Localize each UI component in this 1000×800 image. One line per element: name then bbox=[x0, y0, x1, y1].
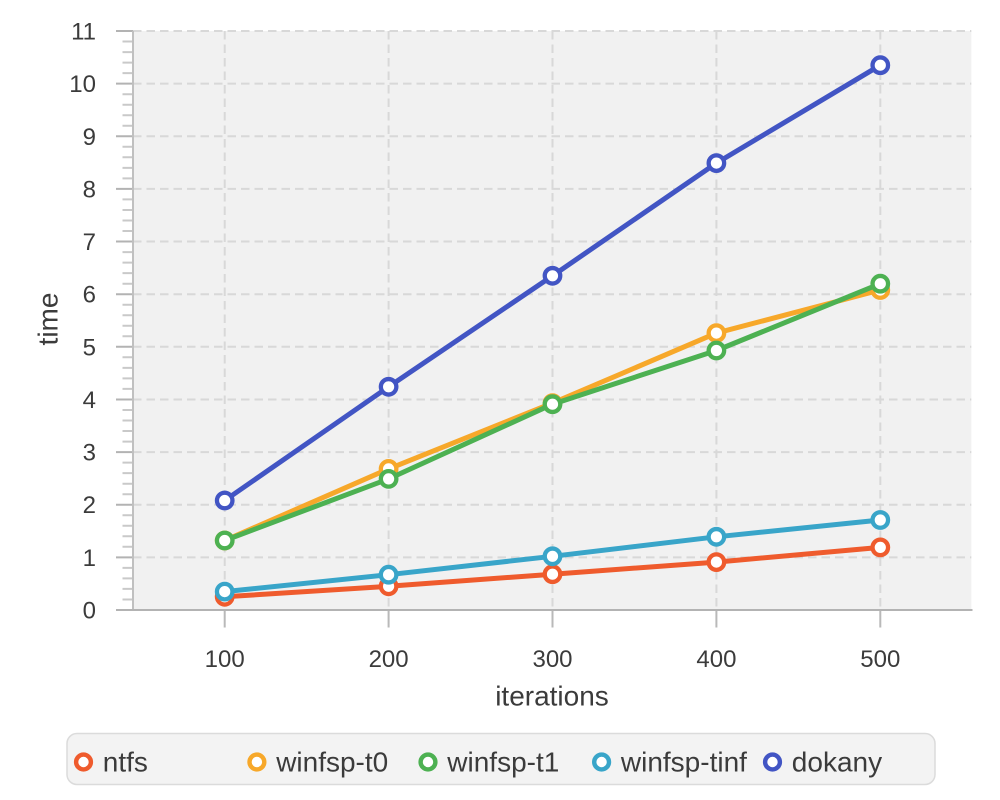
svg-text:400: 400 bbox=[696, 646, 736, 673]
svg-text:3: 3 bbox=[83, 440, 96, 467]
svg-text:winfsp-t0: winfsp-t0 bbox=[275, 747, 388, 778]
svg-text:200: 200 bbox=[369, 646, 409, 673]
svg-text:500: 500 bbox=[860, 646, 900, 673]
svg-text:ntfs: ntfs bbox=[103, 747, 148, 778]
svg-text:6: 6 bbox=[83, 282, 96, 309]
svg-text:10: 10 bbox=[69, 71, 96, 98]
svg-text:5: 5 bbox=[83, 334, 96, 361]
svg-text:2: 2 bbox=[83, 492, 96, 519]
svg-text:time: time bbox=[33, 293, 64, 346]
svg-text:winfsp-t1: winfsp-t1 bbox=[446, 747, 559, 778]
svg-text:dokany: dokany bbox=[792, 747, 882, 778]
svg-text:iterations: iterations bbox=[495, 681, 609, 712]
svg-text:0: 0 bbox=[83, 598, 96, 625]
svg-text:11: 11 bbox=[71, 19, 96, 46]
svg-text:100: 100 bbox=[205, 646, 245, 673]
svg-text:300: 300 bbox=[532, 646, 572, 673]
svg-text:1: 1 bbox=[83, 545, 96, 572]
svg-text:4: 4 bbox=[83, 387, 96, 414]
svg-text:winfsp-tinf: winfsp-tinf bbox=[620, 747, 747, 778]
svg-text:9: 9 bbox=[83, 124, 96, 151]
svg-text:7: 7 bbox=[83, 229, 96, 256]
svg-text:8: 8 bbox=[83, 176, 96, 203]
